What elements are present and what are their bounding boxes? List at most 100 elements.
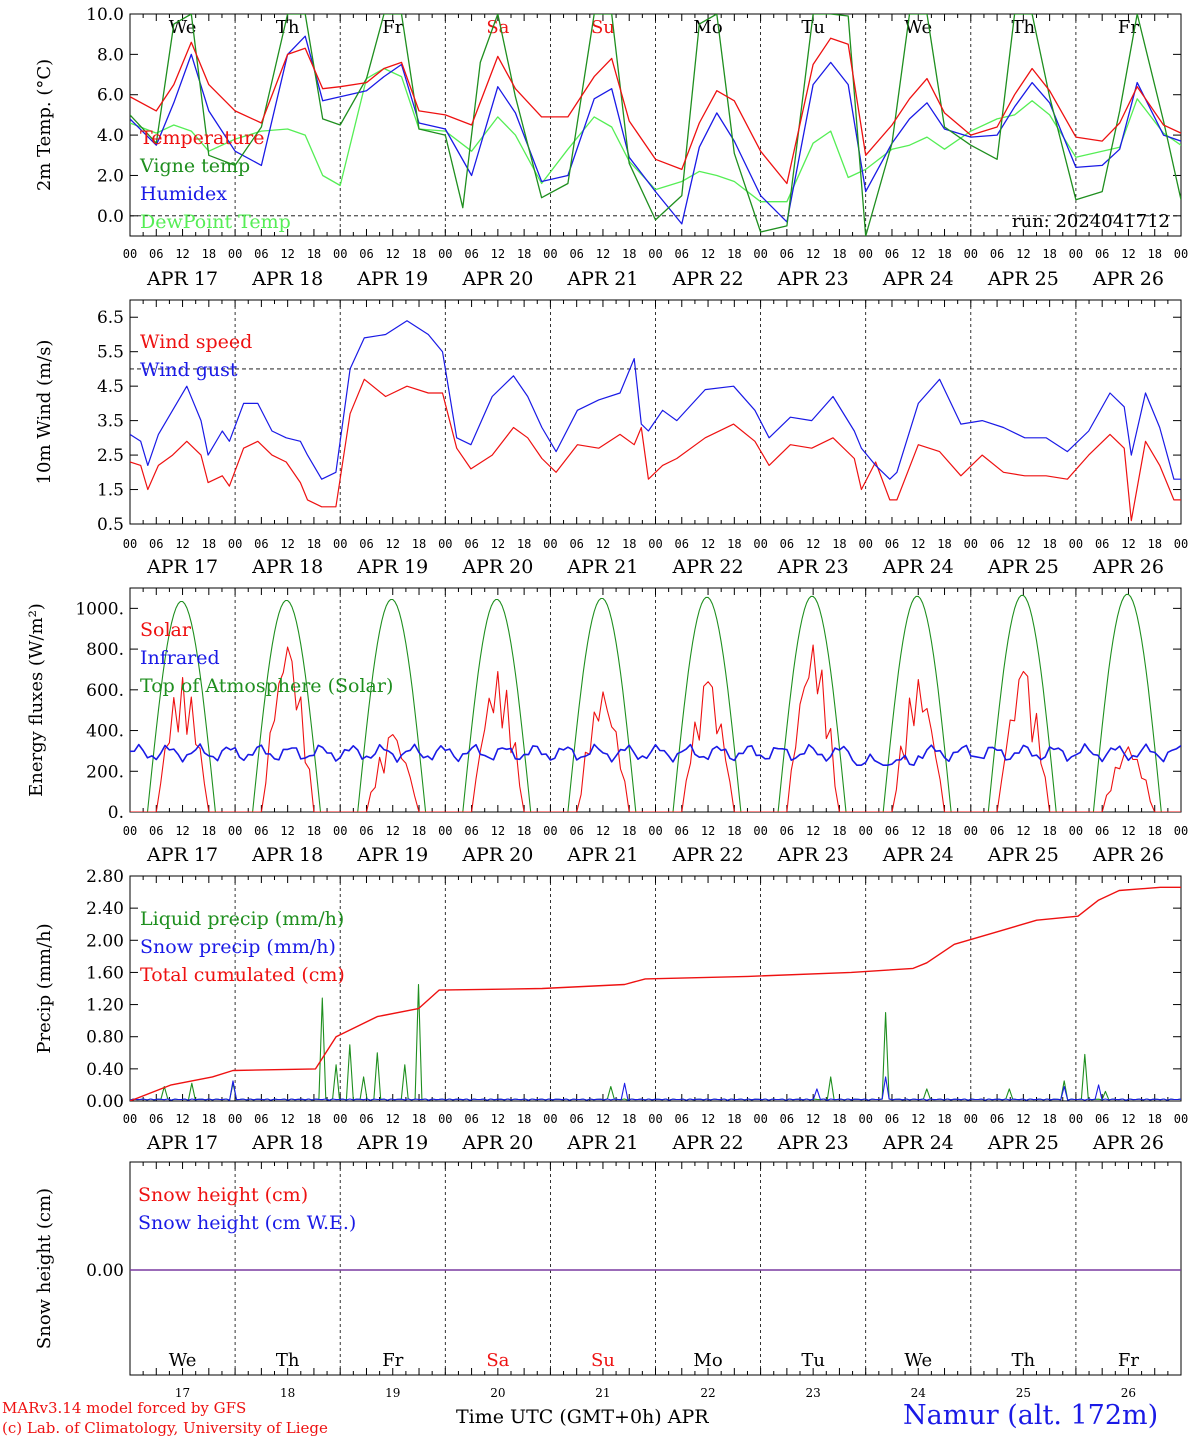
hour-tick-label: 00 <box>438 1112 452 1126</box>
hour-tick-label: 12 <box>1016 1112 1030 1126</box>
y-tick-label: 0.80 <box>86 1028 124 1048</box>
hour-tick-label: 06 <box>569 824 583 838</box>
hour-tick-label: 18 <box>937 1112 951 1126</box>
hour-tick-label: 12 <box>386 537 400 551</box>
hour-tick-label: 12 <box>280 1112 294 1126</box>
weekday-label: Mo <box>693 1350 722 1371</box>
date-label: APR 24 <box>882 268 954 290</box>
hour-tick-label: 18 <box>832 247 846 261</box>
y-tick-label: 0. <box>108 803 124 823</box>
date-label: APR 20 <box>461 268 533 290</box>
hour-tick-label: 06 <box>464 1112 478 1126</box>
legend-label: Wind gust <box>140 359 238 381</box>
hour-tick-label: 00 <box>123 824 137 838</box>
cumulated-precip-line <box>130 886 1181 1101</box>
hour-tick-label: 12 <box>280 537 294 551</box>
y-axis-label: Precip (mm/h) <box>34 923 55 1053</box>
hour-tick-label: 18 <box>412 537 426 551</box>
hour-tick-label: 00 <box>228 824 242 838</box>
weekday-label: Mo <box>693 17 722 38</box>
infrared-line <box>130 743 1181 766</box>
hour-tick-label: 06 <box>359 247 373 261</box>
legend-label: Liquid precip (mm/h) <box>140 908 344 930</box>
hour-tick-label: 06 <box>990 537 1004 551</box>
weekday-label: Fr <box>1118 1350 1139 1371</box>
y-tick-label: 2.40 <box>86 899 124 919</box>
weekday-label: Tu <box>801 1350 825 1371</box>
hour-tick-label: 12 <box>911 824 925 838</box>
hour-tick-label: 00 <box>753 824 767 838</box>
weekday-label: Th <box>1012 1350 1036 1371</box>
hour-tick-label: 06 <box>464 537 478 551</box>
hour-tick-label: 18 <box>1147 537 1161 551</box>
y-tick-label: 2.5 <box>97 446 124 466</box>
y-tick-label: 0.00 <box>86 1092 124 1112</box>
date-label: APR 26 <box>1092 1132 1164 1154</box>
date-label: APR 18 <box>251 844 323 866</box>
hour-tick-label: 18 <box>727 1112 741 1126</box>
hour-tick-label: 00 <box>438 537 452 551</box>
hour-tick-label: 00 <box>1069 537 1083 551</box>
hour-tick-label: 06 <box>149 537 163 551</box>
weekday-label: We <box>904 17 932 38</box>
hour-tick-label: 12 <box>701 537 715 551</box>
panel-frame-3 <box>129 587 1182 813</box>
legend-label: Snow height (cm) <box>138 1184 308 1206</box>
panel-frame-2 <box>129 299 1182 525</box>
hour-tick-label: 18 <box>1042 824 1056 838</box>
date-label: APR 19 <box>356 844 428 866</box>
weekday-label: We <box>904 1350 932 1371</box>
date-label: APR 17 <box>146 844 218 866</box>
hour-tick-label: 00 <box>438 247 452 261</box>
weekday-label: Sa <box>486 1350 509 1371</box>
y-tick-label: 2.00 <box>86 931 124 951</box>
hour-tick-label: 06 <box>990 1112 1004 1126</box>
day-number-label: 19 <box>385 1386 400 1400</box>
hour-tick-label: 12 <box>911 537 925 551</box>
date-label: APR 26 <box>1092 556 1164 578</box>
hour-tick-label: 18 <box>307 247 321 261</box>
hour-tick-label: 12 <box>806 824 820 838</box>
y-tick-label: 0.40 <box>86 1060 124 1080</box>
hour-tick-label: 12 <box>175 1112 189 1126</box>
run-annotation: run: 2024041712 <box>1012 211 1170 232</box>
hour-tick-label: 06 <box>149 1112 163 1126</box>
hour-tick-label: 06 <box>464 824 478 838</box>
hour-tick-label: 00 <box>964 824 978 838</box>
hour-tick-label: 00 <box>753 247 767 261</box>
hour-tick-label: 18 <box>517 537 531 551</box>
hour-tick-label: 18 <box>937 537 951 551</box>
day-number-label: 18 <box>280 1386 295 1400</box>
hour-tick-label: 00 <box>858 1112 872 1126</box>
hour-tick-label: 12 <box>1016 537 1030 551</box>
hour-tick-label: 18 <box>1042 537 1056 551</box>
y-tick-label: 10.0 <box>86 5 124 25</box>
weekday-label: Th <box>276 1350 300 1371</box>
y-axis-label: 10m Wind (m/s) <box>34 340 55 485</box>
weekday-label: Su <box>591 1350 615 1371</box>
hour-tick-label: 12 <box>491 1112 505 1126</box>
y-tick-label: 1.20 <box>86 996 124 1016</box>
y-tick-label: 600. <box>86 681 124 701</box>
hour-tick-label: 00 <box>964 537 978 551</box>
hour-tick-label: 00 <box>543 1112 557 1126</box>
hour-tick-label: 06 <box>675 1112 689 1126</box>
hour-tick-label: 18 <box>1147 1112 1161 1126</box>
hour-tick-label: 06 <box>780 537 794 551</box>
hour-tick-label: 18 <box>307 537 321 551</box>
y-tick-label: 4.5 <box>97 377 124 397</box>
hour-tick-label: 06 <box>885 1112 899 1126</box>
hour-tick-label: 00 <box>753 537 767 551</box>
hour-tick-label: 12 <box>1121 824 1135 838</box>
hour-tick-label: 06 <box>254 824 268 838</box>
hour-tick-label: 06 <box>149 824 163 838</box>
legend-label: Humidex <box>140 183 227 205</box>
hour-tick-label: 06 <box>1095 537 1109 551</box>
hour-tick-label: 00 <box>648 537 662 551</box>
hour-tick-label: 12 <box>491 247 505 261</box>
hour-tick-label: 18 <box>412 247 426 261</box>
hour-tick-label: 06 <box>254 1112 268 1126</box>
legend-label: Snow height (cm W.E.) <box>138 1212 356 1234</box>
hour-tick-label: 06 <box>675 247 689 261</box>
hour-tick-label: 18 <box>517 824 531 838</box>
